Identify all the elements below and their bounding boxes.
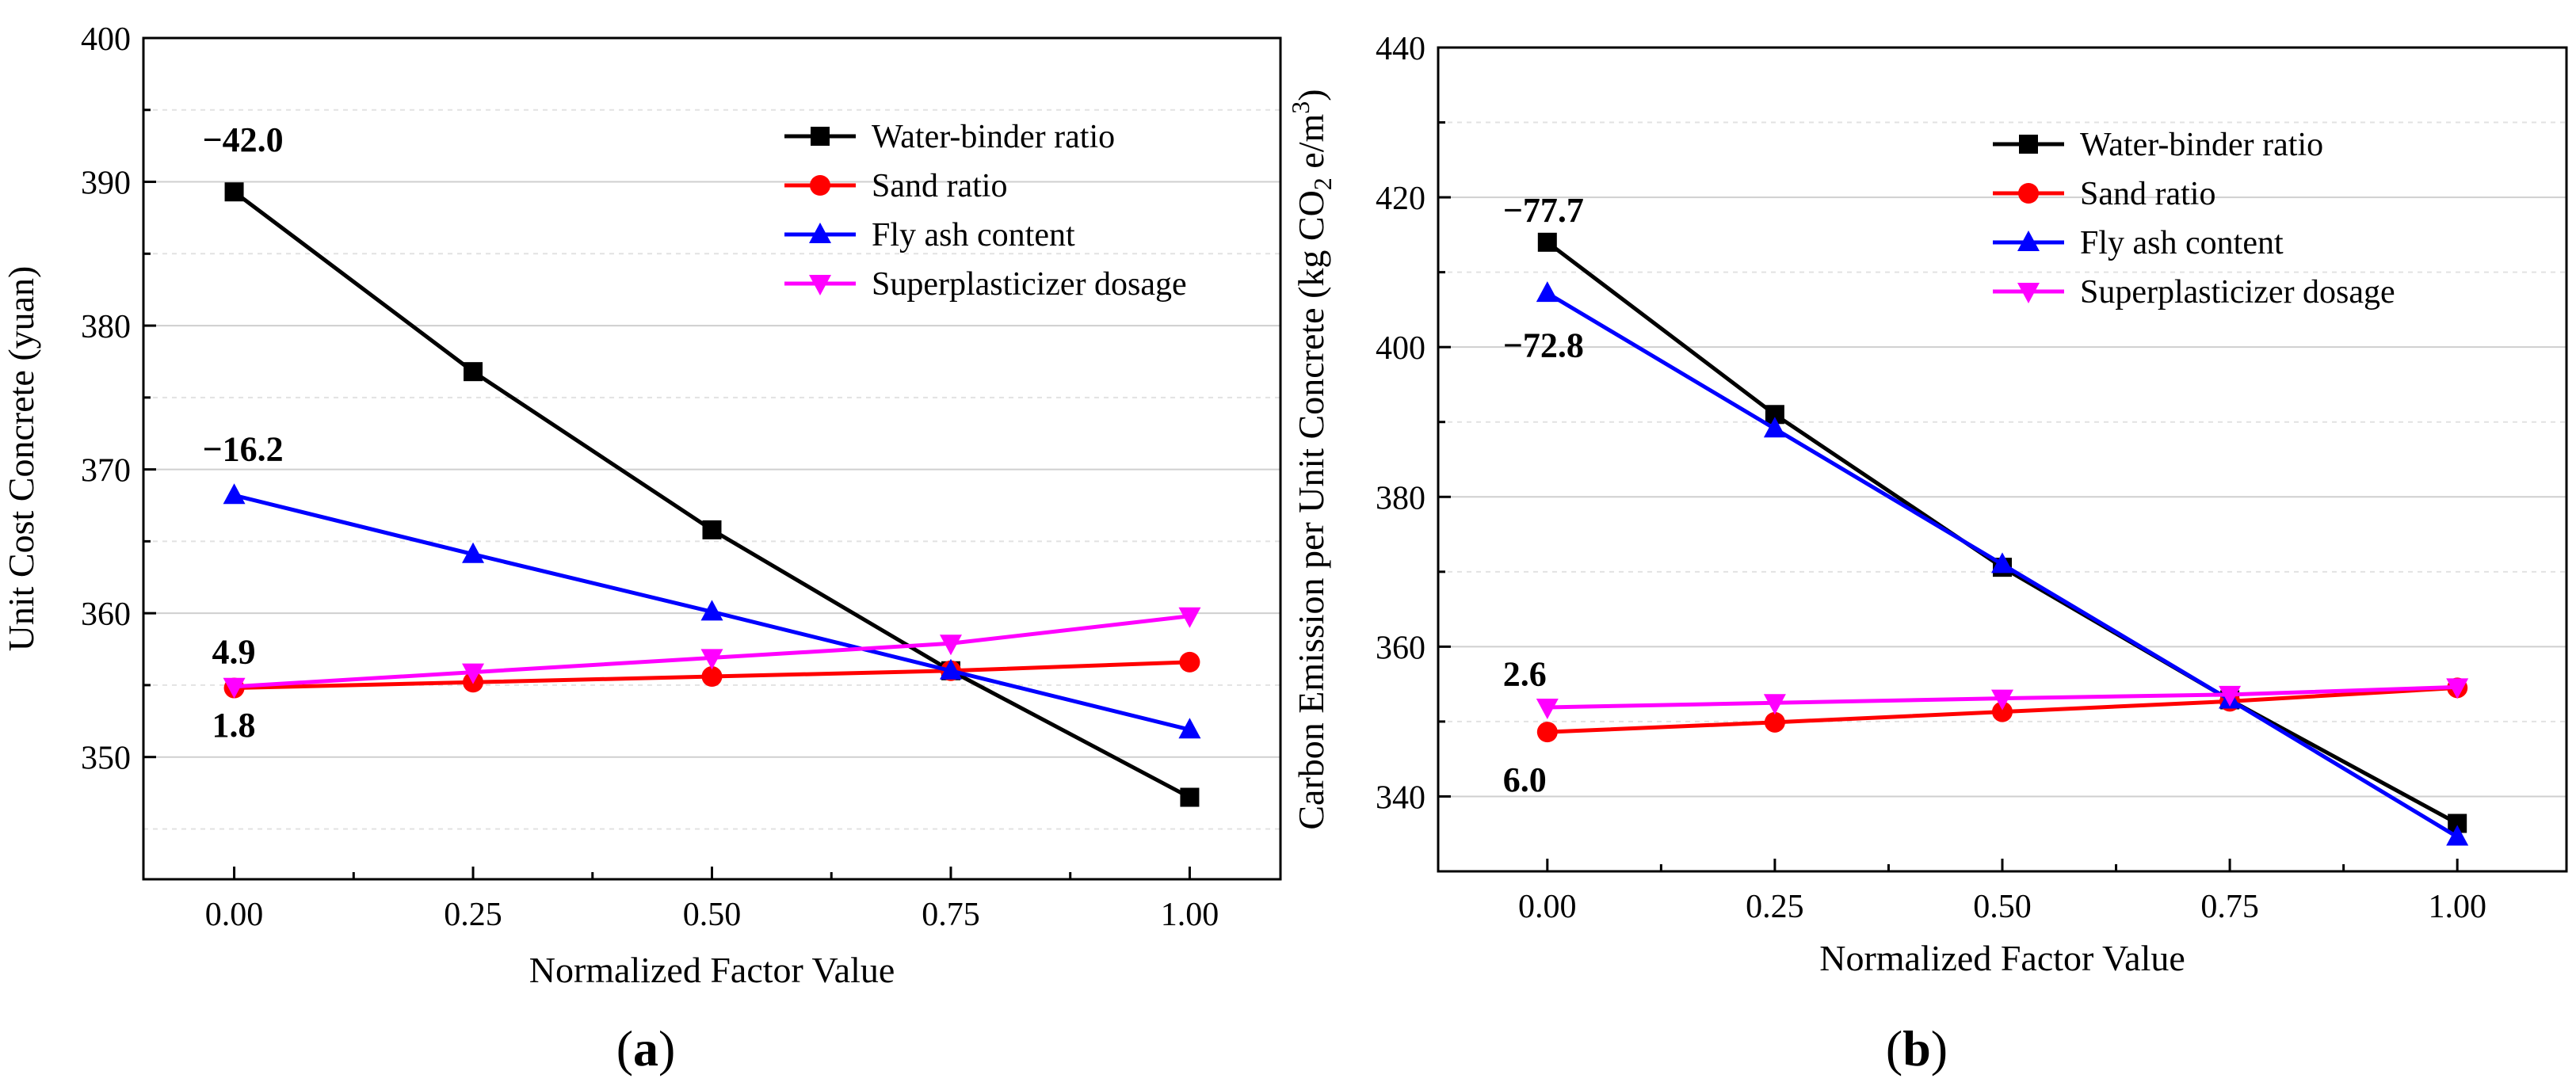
annotation-label: −42.0 [203, 120, 284, 159]
y-tick-label: 400 [1376, 330, 1425, 367]
data-point [2446, 825, 2469, 846]
y-axis-title: Unit Cost Concrete (yuan) [1, 266, 41, 652]
data-point [224, 182, 244, 202]
legend-marker [2017, 283, 2040, 303]
data-point [1179, 651, 1200, 673]
y-tick-label: 440 [1376, 31, 1425, 67]
data-point [462, 542, 485, 563]
data-point [939, 634, 962, 656]
panel-b-caption: (b) [1886, 1020, 1948, 1076]
legend-marker [809, 223, 831, 243]
legend-marker [811, 127, 830, 146]
x-tick-label: 0.75 [922, 897, 980, 933]
x-tick-label: 0.00 [205, 897, 264, 933]
legend: Water-binder ratio Sand ratio Fly ash cont… [1993, 127, 2395, 311]
x-axis-title: Normalized Factor Value [529, 950, 895, 990]
legend-label: Water-binder ratio [2080, 127, 2323, 163]
annotation-label: 1.8 [212, 706, 256, 745]
legend-label: Sand ratio [872, 168, 1007, 204]
legend-label: Superplasticizer dosage [872, 266, 1187, 303]
data-point [223, 677, 246, 699]
annotation-label: 6.0 [1503, 760, 1547, 799]
x-tick-label: 0.25 [1746, 889, 1804, 925]
y-tick-label: 360 [81, 596, 131, 633]
data-point [464, 362, 483, 382]
data-point [700, 600, 723, 621]
y-tick-label: 380 [1376, 480, 1425, 516]
data-point [1763, 694, 1786, 715]
data-point [2219, 685, 2242, 707]
x-tick-label: 1.00 [2428, 889, 2486, 925]
data-point [1536, 698, 1559, 719]
series-line [1546, 240, 2459, 825]
data-point [1765, 405, 1784, 425]
y-axis-title: Carbon Emission per Unit Concrete (kg CO… [1286, 89, 1337, 829]
data-point [1180, 787, 1200, 807]
annotation-label: −77.7 [1503, 191, 1584, 230]
data-point [2446, 678, 2469, 699]
x-tick-label: 1.00 [1161, 897, 1219, 933]
data-point [1764, 711, 1785, 733]
data-point [1537, 232, 1557, 252]
legend-marker [2019, 135, 2038, 154]
annotation-label: −72.8 [1503, 326, 1584, 364]
data-point [1991, 552, 2013, 573]
data-point [700, 649, 723, 670]
data-point [939, 658, 962, 680]
annotation-label: 4.9 [212, 632, 256, 671]
plot-frame [1437, 46, 2568, 873]
data-point [1178, 607, 1201, 628]
data-point [1536, 281, 1559, 303]
data-point [701, 666, 723, 688]
x-tick-label: 0.75 [2200, 889, 2259, 925]
legend-marker [809, 275, 831, 295]
legend-marker [810, 175, 830, 196]
legend-label: Fly ash content [872, 217, 1075, 253]
y-tick-label: 380 [81, 309, 131, 345]
x-tick-label: 0.25 [444, 897, 502, 933]
annotation-label: −16.2 [203, 429, 284, 468]
data-point [462, 663, 485, 684]
legend-marker [2018, 183, 2039, 204]
data-point [1992, 701, 2013, 722]
data-point [1763, 417, 1786, 438]
x-tick-label: 0.00 [1518, 889, 1577, 925]
legend-label: Sand ratio [2080, 176, 2215, 212]
y-tick-label: 350 [81, 741, 131, 777]
data-point [1178, 718, 1201, 739]
y-tick-label: 340 [1376, 779, 1425, 816]
x-tick-label: 0.50 [683, 897, 742, 933]
y-tick-label: 360 [1376, 630, 1425, 666]
y-tick-label: 420 [1376, 181, 1425, 217]
annotation-label: 2.6 [1503, 654, 1547, 693]
data-point [702, 520, 722, 539]
y-tick-label: 390 [81, 166, 131, 202]
x-axis-title: Normalized Factor Value [1819, 938, 2185, 978]
panel-a-cost-chart: (a) 350 360 370 380 390 400 0.00 0.25 0.50 0.75 1.… [1, 21, 1282, 1076]
y-tick-label: 370 [81, 453, 131, 490]
legend-label: Fly ash content [2080, 225, 2284, 261]
panel-a-caption: (a) [616, 1020, 676, 1076]
legend-label: Superplasticizer dosage [2080, 274, 2395, 311]
y-tick-label: 400 [81, 21, 131, 58]
data-point [223, 483, 246, 505]
data-point [1991, 689, 2013, 711]
x-tick-label: 0.50 [1973, 889, 2032, 925]
data-point [1536, 722, 1558, 743]
legend: Water-binder ratio Sand ratio Fly ash cont… [784, 119, 1187, 303]
panel-b-emission-chart: (b) 340 360 380 400 420 440 0.00 0.25 0.50 0.75 1.… [1286, 31, 2568, 1076]
legend-label: Water-binder ratio [872, 119, 1115, 155]
legend-marker [2017, 231, 2040, 251]
